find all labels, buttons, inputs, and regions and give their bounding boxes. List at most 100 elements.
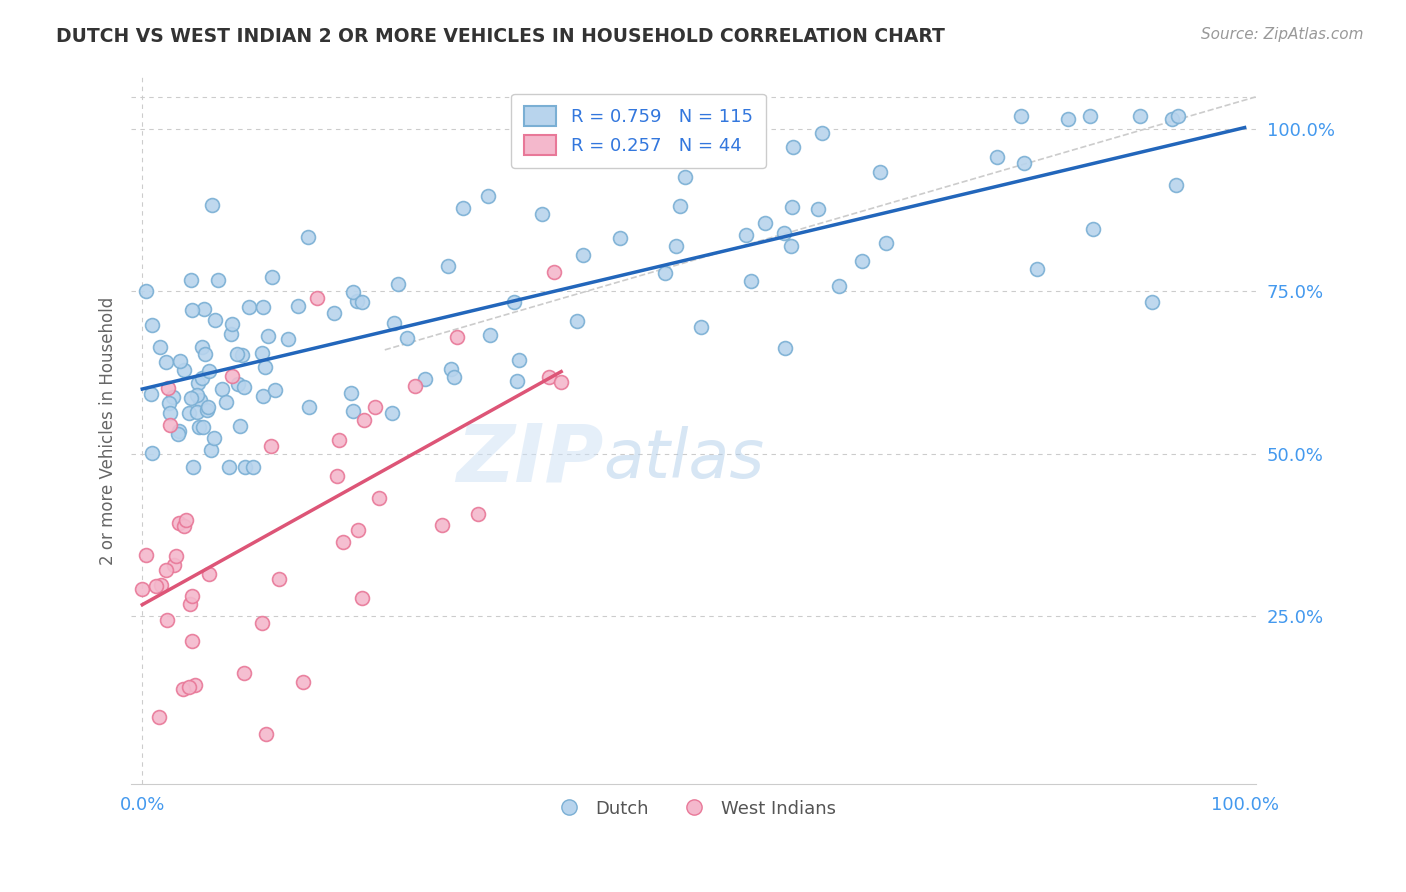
Point [226, 347, 249, 361]
Point [530, 207, 553, 221]
Point [211, 382, 233, 396]
Point [810, 126, 832, 140]
Point [654, 267, 676, 281]
Point [1056, 112, 1078, 126]
Point [159, 406, 181, 420]
Point [177, 680, 200, 694]
Point [550, 375, 572, 389]
Point [197, 364, 219, 378]
Point [1010, 109, 1032, 123]
Point [735, 228, 758, 243]
Point [740, 274, 762, 288]
Point [260, 269, 283, 284]
Point [413, 372, 436, 386]
Point [508, 353, 530, 368]
Point [149, 578, 172, 592]
Point [135, 548, 157, 562]
Text: ZIP: ZIP [456, 420, 603, 499]
Point [665, 239, 688, 253]
Point [242, 459, 264, 474]
Point [773, 226, 796, 240]
Point [155, 563, 177, 577]
Point [252, 389, 274, 403]
Point [186, 388, 208, 402]
Text: Source: ZipAtlas.com: Source: ZipAtlas.com [1201, 27, 1364, 42]
Point [180, 634, 202, 648]
Point [332, 535, 354, 549]
Point [430, 517, 453, 532]
Point [325, 469, 347, 483]
Point [342, 285, 364, 300]
Point [148, 709, 170, 723]
Point [780, 200, 803, 214]
Point [207, 273, 229, 287]
Point [180, 391, 202, 405]
Point [229, 418, 252, 433]
Point [396, 331, 419, 345]
Point [478, 327, 501, 342]
Point [165, 549, 187, 564]
Point [364, 400, 387, 414]
Point [477, 189, 499, 203]
Point [218, 459, 240, 474]
Point [807, 202, 830, 216]
Point [503, 295, 526, 310]
Point [181, 459, 204, 474]
Point [180, 303, 202, 318]
Point [350, 294, 373, 309]
Point [173, 519, 195, 533]
Point [382, 316, 405, 330]
Legend: Dutch, West Indians: Dutch, West Indians [543, 792, 844, 825]
Point [851, 254, 873, 268]
Point [204, 313, 226, 327]
Point [353, 413, 375, 427]
Point [179, 598, 201, 612]
Point [277, 333, 299, 347]
Point [827, 278, 849, 293]
Point [167, 516, 190, 530]
Point [292, 674, 315, 689]
Point [231, 348, 253, 362]
Point [1129, 109, 1152, 123]
Point [200, 442, 222, 457]
Point [181, 589, 204, 603]
Y-axis label: 2 or more Vehicles in Household: 2 or more Vehicles in Household [100, 297, 117, 565]
Point [188, 393, 211, 408]
Point [339, 386, 361, 401]
Point [252, 615, 274, 630]
Point [297, 230, 319, 244]
Point [177, 406, 200, 420]
Point [986, 150, 1008, 164]
Point [267, 572, 290, 586]
Point [307, 292, 329, 306]
Point [221, 317, 243, 331]
Point [381, 405, 404, 419]
Point [194, 346, 217, 360]
Point [368, 491, 391, 506]
Point [875, 236, 897, 251]
Point [252, 300, 274, 314]
Point [235, 459, 257, 474]
Text: DUTCH VS WEST INDIAN 2 OR MORE VEHICLES IN HOUSEHOLD CORRELATION CHART: DUTCH VS WEST INDIAN 2 OR MORE VEHICLES … [56, 27, 945, 45]
Point [467, 508, 489, 522]
Point [1078, 109, 1101, 123]
Point [675, 170, 697, 185]
Point [186, 405, 208, 419]
Point [352, 591, 374, 606]
Point [446, 330, 468, 344]
Point [180, 273, 202, 287]
Point [780, 239, 803, 253]
Point [176, 513, 198, 527]
Point [141, 445, 163, 459]
Point [159, 417, 181, 432]
Point [156, 613, 179, 627]
Point [141, 318, 163, 332]
Point [1167, 109, 1189, 123]
Point [215, 395, 238, 409]
Point [139, 387, 162, 401]
Point [260, 439, 283, 453]
Point [443, 369, 465, 384]
Point [169, 354, 191, 368]
Point [689, 320, 711, 334]
Point [200, 198, 222, 212]
